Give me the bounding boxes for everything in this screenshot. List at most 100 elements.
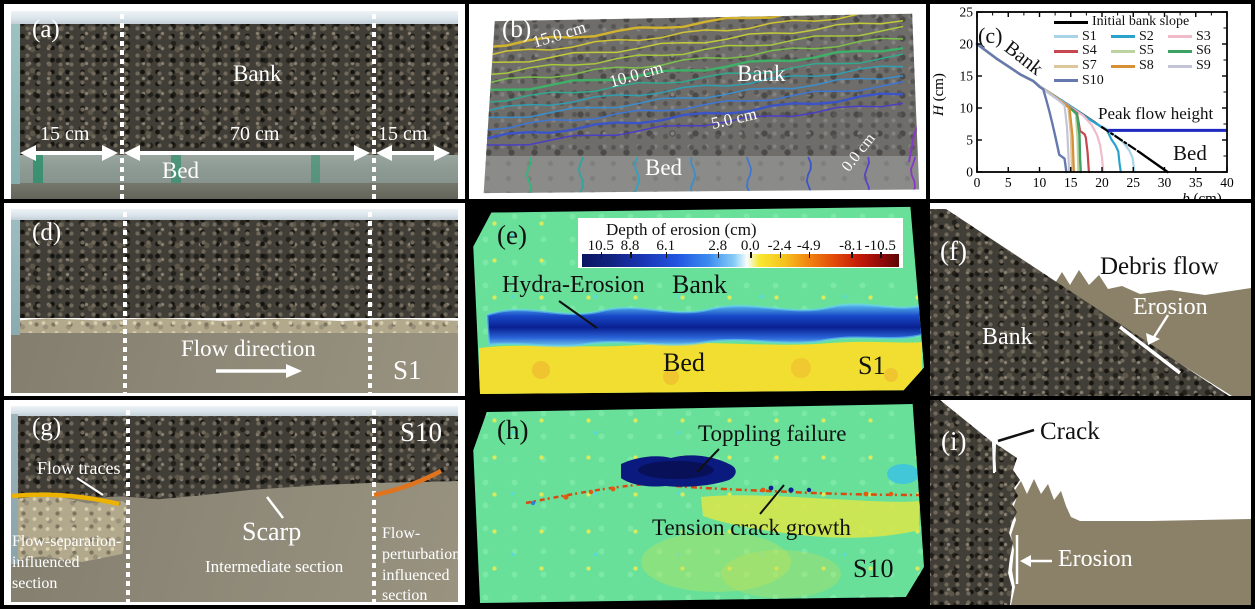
y-tick-label: 15 [960,69,974,84]
panel-e-label: (e) [497,220,527,250]
panel-c-label: (c) [978,23,1003,48]
panel-b: (b) 15.0 cm 10.0 cm 5.0 cm 0.0 cm Bank B… [469,4,926,199]
peak-flow-label: Peak flow height [1098,104,1214,123]
legend-label: S3 [1196,28,1211,44]
legend-item: S9 [1168,58,1225,74]
flume-rim [11,11,458,24]
colorbar-tick-mark [750,252,752,258]
glass-seam [33,155,43,183]
colorbar-tick-mark [851,252,853,258]
colorbar-tick-mark [600,252,603,258]
panel-g-label: (g) [32,414,62,441]
panel-e-heatmap: Depth of erosion (cm) 10.5 8.8 6.1 2.8 0.0 -2… [469,203,926,396]
chart-legend: Initial bank slope S1 S2 S3 S4 S5 S6 S7 S8 S9 S10 [1054,14,1225,88]
bank-label-f: Bank [982,324,1033,350]
section-dotted-line-left [123,212,127,394]
colorbar-tick-label: 8.8 [620,238,640,254]
legend-swatch [1054,64,1078,68]
colorbar-title: Depth of erosion (cm) [606,220,757,239]
legend-row: S7 S8 S9 [1054,58,1225,74]
x-tick-label: 5 [1005,175,1012,190]
colorbar-tick-label: -10.5 [864,238,896,254]
x-tick-label: 10 [1033,175,1047,190]
left-section-label: Flow-separation- influenced section [12,533,122,592]
bank-label-a: Bank [233,61,282,86]
colorbar-tick-mark [630,252,632,258]
legend-swatch [1111,35,1135,39]
y-tick-label: 20 [960,37,974,52]
dim-center: 70 cm [230,123,280,145]
tension-crack-label: Tension crack growth [652,515,851,540]
debris-flow-body-i [1011,479,1251,605]
colorbar-gradient [582,254,899,267]
colorbar-tick-mark [779,252,781,258]
legend-item: S8 [1111,58,1168,74]
x-tick-label: 20 [1095,175,1109,190]
section-dotted-line-left [120,14,124,199]
section-dotted-line-right [368,212,372,394]
toppling-failure-label: Toppling failure [698,421,847,446]
dem-bed-area [483,156,920,194]
legend-swatch [1111,64,1135,68]
side-wall [11,24,20,184]
legend-swatch [1111,49,1135,53]
hydra-erosion-band [485,303,924,348]
series-s10 [975,42,1068,174]
panel-f-label: (f) [940,236,967,266]
scarp-label: Scarp [242,517,302,546]
tension-crack-left [525,482,647,505]
colorbar-tick-mark [665,252,668,258]
legend-label: Initial bank slope [1092,14,1190,30]
y-axis-title: H (cm) [931,73,947,117]
panel-b-label: (b) [502,16,532,43]
colorbar-tick-labels: 10.5 8.8 6.1 2.8 0.0 -2.4 -4.9 -8.1 -10.5 [578,238,903,254]
photo-initial-flume [11,11,458,199]
debris-flow-label: Debris flow [1100,253,1219,280]
erosion-label-f: Erosion [1133,294,1208,320]
center-section-label: Intermediate section [205,557,344,576]
right-section-label: Flow- perturbation- influenced section [382,525,465,605]
series-slope-tail [1138,150,1169,174]
legend-item: Initial bank slope [1054,14,1189,30]
x-tick-label: 35 [1189,175,1203,190]
crack-pointer [997,428,1035,443]
legend-item: S5 [1111,43,1168,59]
legend-label: S1 [1082,28,1097,44]
bank-label-b: Bank [737,61,786,86]
colorbar-tick-label: -8.1 [839,238,863,254]
bed-label-a: Bed [162,158,200,183]
x-tick-label: 25 [1127,175,1141,190]
glass-seam [171,155,181,183]
flume-rim [11,406,458,416]
x-tick-label: 30 [1158,175,1172,190]
colorbar-tick-mark [808,252,811,258]
series-label-h: S10 [853,554,894,583]
section-dotted-line-right [372,410,376,602]
colorbar-tick-label: 6.1 [656,238,676,254]
toppling-failure-blob [621,455,736,487]
series-label-s10: S10 [400,417,443,447]
legend-label: S5 [1139,43,1154,59]
legend-item: S4 [1054,43,1111,59]
legend-swatch [1168,35,1192,39]
legend-item: S7 [1054,58,1111,74]
bed-label-b: Bed [645,155,683,180]
legend-label: S10 [1082,72,1104,88]
bank-label-e: Bank [672,270,727,299]
legend-swatch [1054,49,1078,53]
colorbar-tick-label: 10.5 [587,238,614,254]
flow-direction-label: Flow direction [181,336,316,361]
erosion-label-i: Erosion [1058,546,1133,572]
glass-seam [311,155,320,183]
side-wall [11,414,18,564]
panel-d: (d) Flow direction S1 [4,203,465,396]
x-tick-label: 0 [974,175,981,190]
colorbar: Depth of erosion (cm) 10.5 8.8 6.1 2.8 0.0 -2… [578,218,903,268]
legend-swatch [1054,20,1088,24]
legend-row: S10 [1054,73,1225,88]
bank-gravel [11,24,458,155]
series-label-s1: S1 [393,355,422,385]
colorbar-tick-label: -4.9 [796,238,821,254]
photo-s1-after [11,209,458,393]
